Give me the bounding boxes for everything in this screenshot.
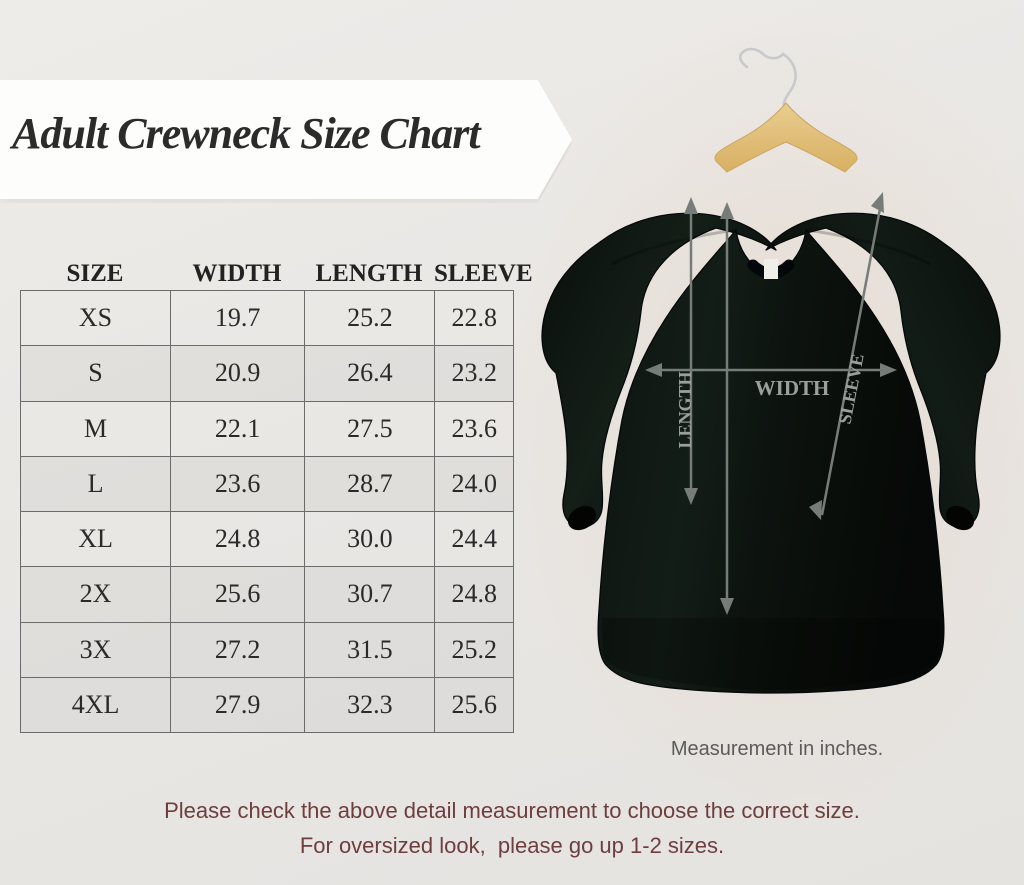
svg-text:LENGTH: LENGTH <box>675 371 695 448</box>
svg-text:WIDTH: WIDTH <box>755 376 830 400</box>
